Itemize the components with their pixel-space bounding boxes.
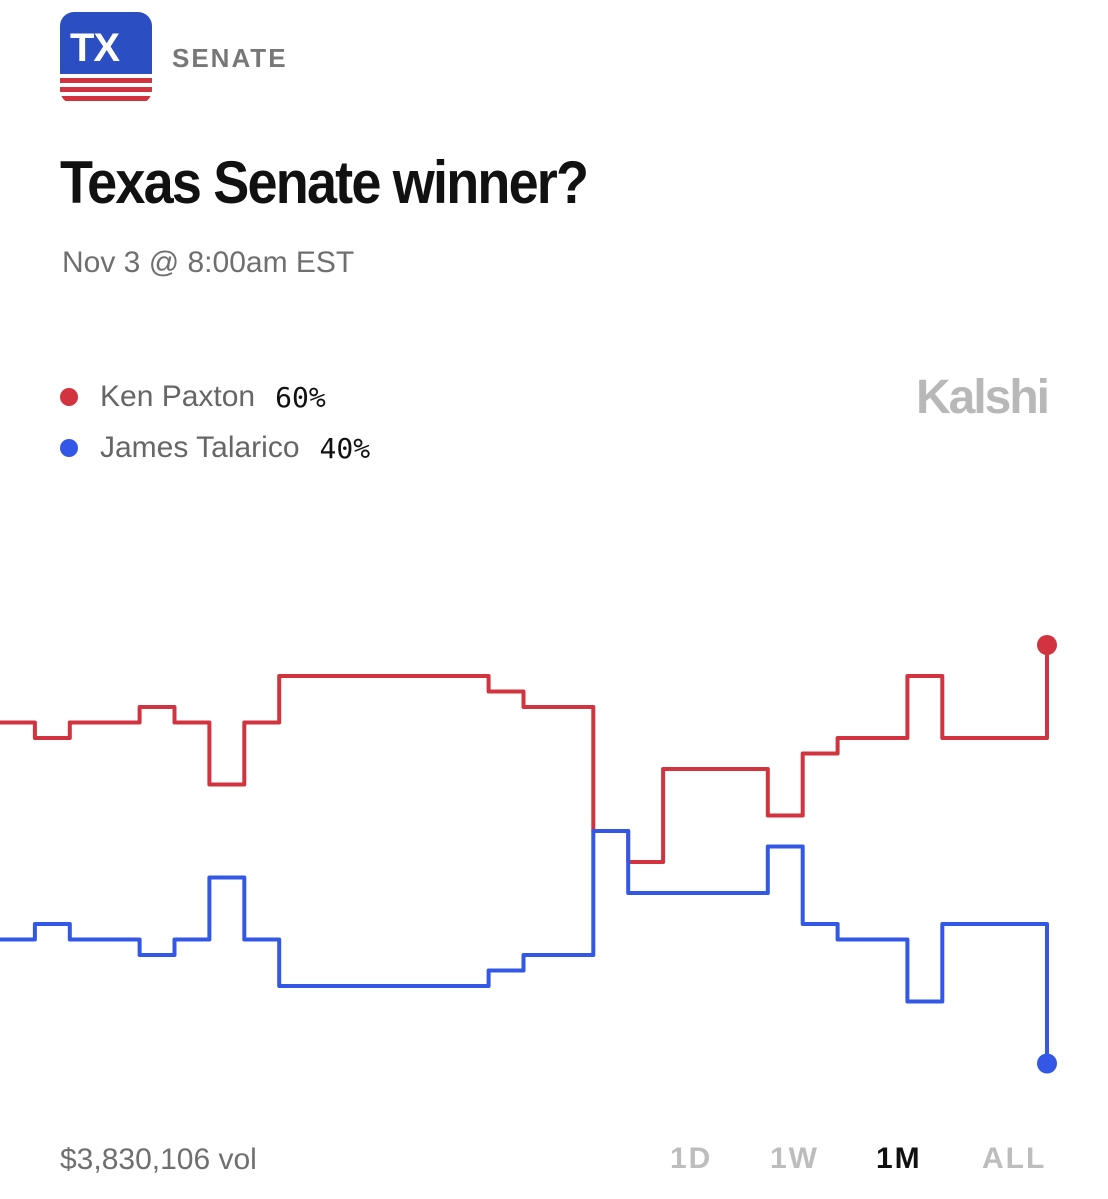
badge-stripe	[60, 78, 152, 83]
category-label: SENATE	[172, 43, 288, 73]
badge-stripe	[60, 96, 152, 101]
range-all-button[interactable]: ALL	[982, 1142, 1047, 1175]
legend-item-paxton: Ken Paxton 60%	[60, 380, 326, 414]
legend-value: 40%	[319, 431, 371, 465]
series-line-paxton	[0, 645, 1049, 864]
legend-dot-icon	[60, 388, 78, 406]
legend-value: 60%	[275, 380, 326, 414]
series-line-talarico	[0, 829, 1049, 1064]
badge-stripe	[60, 87, 152, 92]
series-endpoint-paxton	[1037, 635, 1057, 655]
legend-dot-icon	[60, 439, 78, 457]
legend-name: James Talarico	[100, 431, 300, 464]
range-1w-button[interactable]: 1W	[770, 1142, 819, 1175]
badge-blue-field	[60, 12, 152, 74]
volume-label: $3,830,106 vol	[60, 1143, 257, 1176]
range-1m-button[interactable]: 1M	[876, 1142, 922, 1175]
legend-name: Ken Paxton	[100, 380, 256, 413]
event-date: Nov 3 @ 8:00am EST	[62, 246, 355, 279]
state-badge: TX	[60, 12, 152, 104]
brand-logo: Kalshi	[915, 371, 1050, 424]
legend-item-talarico: James Talarico 40%	[60, 431, 370, 465]
range-1d-button[interactable]: 1D	[670, 1142, 713, 1175]
series-endpoint-talarico	[1037, 1053, 1057, 1074]
page-title: Texas Senate winner?	[60, 149, 589, 216]
badge-text: TX	[70, 26, 120, 70]
